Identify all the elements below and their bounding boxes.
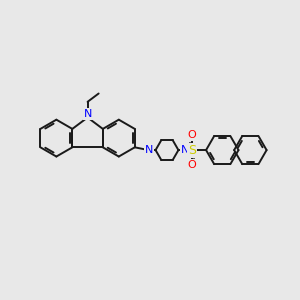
Text: N: N <box>181 145 189 155</box>
Text: O: O <box>188 160 197 170</box>
Text: S: S <box>188 144 196 157</box>
Text: N: N <box>83 109 92 119</box>
Text: O: O <box>188 130 197 140</box>
Text: N: N <box>145 145 153 155</box>
